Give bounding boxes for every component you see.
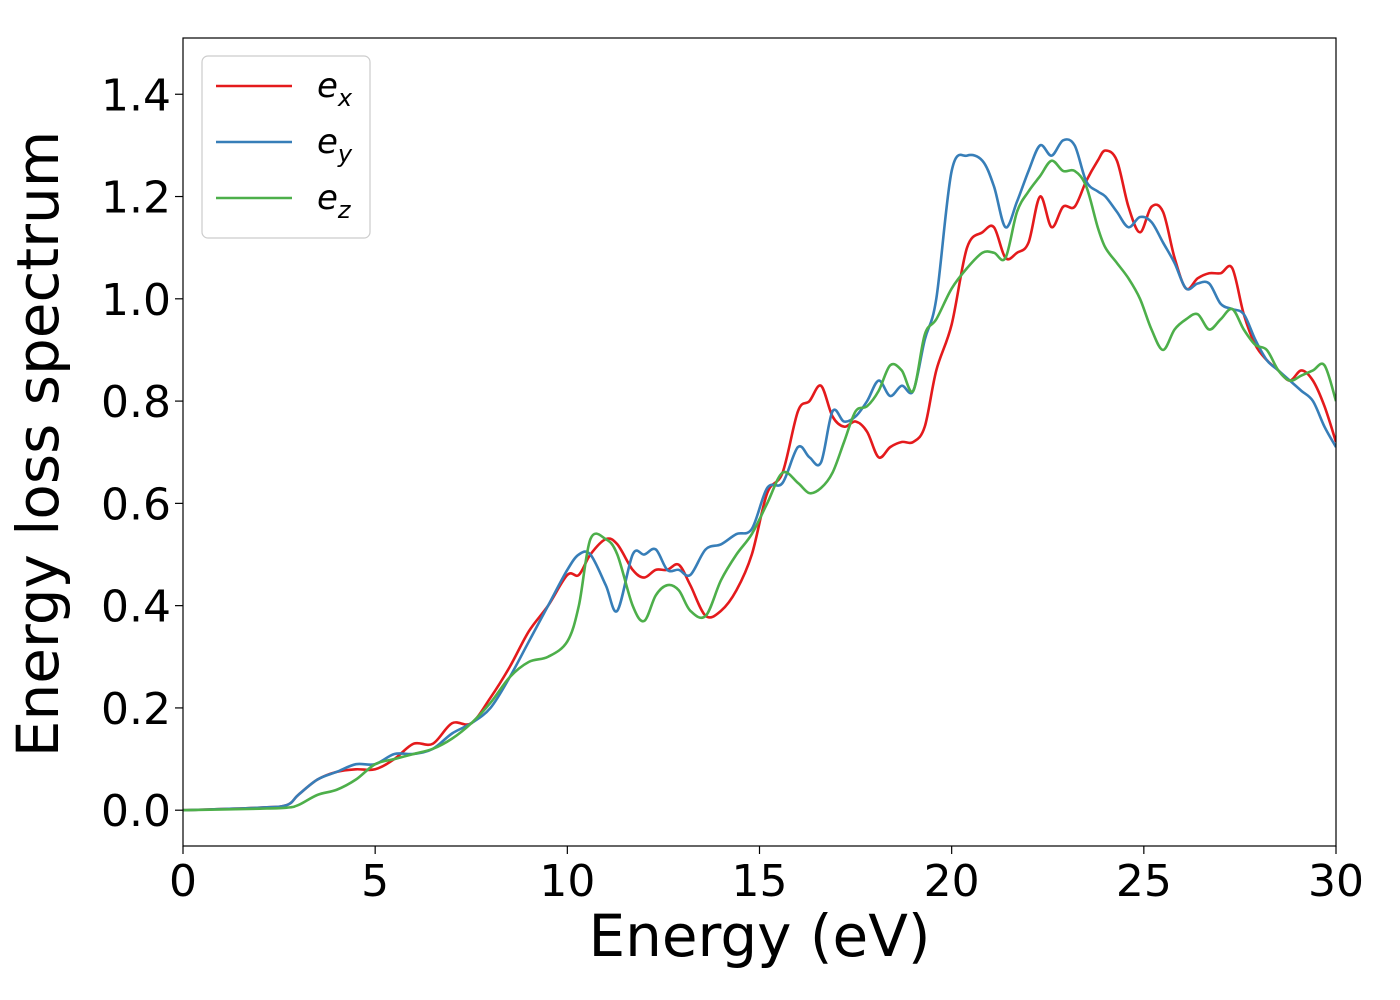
series-line-x — [183, 149, 1336, 812]
y-tick-label: 1.2 — [101, 173, 171, 224]
x-axis-ticks: 0 5 10 15 20 25 30 — [169, 846, 1364, 907]
y-tick-label: 0.0 — [101, 786, 171, 837]
x-tick-label: 10 — [539, 856, 595, 907]
x-tick-label: 15 — [732, 856, 788, 907]
y-tick-label: 0.2 — [101, 684, 171, 735]
legend-label-y: ey — [317, 122, 353, 168]
x-tick-label: 5 — [361, 856, 389, 907]
legend-label-x: ex — [317, 66, 353, 112]
x-axis-title: Energy (eV) — [588, 902, 930, 970]
y-tick-label: 1.4 — [101, 70, 171, 121]
y-axis-ticks: 0.0 0.2 0.4 0.6 0.8 1.0 1.2 1.4 — [101, 70, 183, 837]
x-tick-label: 20 — [924, 856, 980, 907]
x-tick-label: 0 — [169, 856, 197, 907]
x-tick-label: 30 — [1308, 856, 1364, 907]
legend-label-z: ez — [317, 178, 352, 224]
y-tick-label: 1.0 — [101, 275, 171, 326]
y-tick-label: 0.6 — [101, 479, 171, 530]
y-axis-title: Energy loss spectrum — [4, 131, 72, 757]
legend-box — [201, 55, 371, 239]
legend: ex ey ez — [201, 55, 371, 239]
y-tick-label: 0.4 — [101, 582, 171, 633]
x-tick-label: 25 — [1116, 856, 1172, 907]
series-layer — [183, 138, 1336, 812]
y-tick-label: 0.8 — [101, 377, 171, 428]
series-line-z — [183, 159, 1336, 812]
series-line-y — [183, 138, 1336, 812]
